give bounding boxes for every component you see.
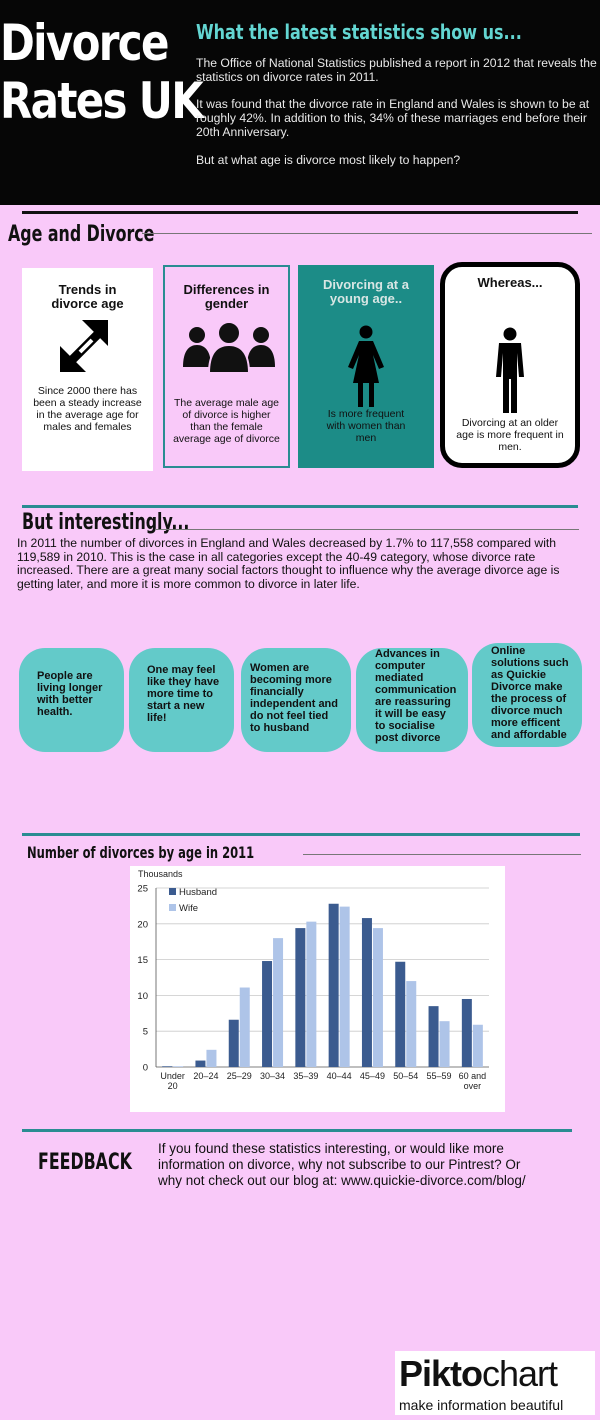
bar-husband bbox=[195, 1060, 206, 1067]
y-tick-label: 0 bbox=[143, 1063, 148, 1074]
logo-tagline: make information beautiful bbox=[399, 1397, 564, 1413]
header-paragraph-2: It was found that the divorce rate in En… bbox=[196, 97, 590, 139]
feedback-label: FEEDBACK bbox=[38, 1150, 132, 1175]
card-trends-text: Since 2000 there has been a steady incre… bbox=[33, 385, 142, 433]
bar-husband bbox=[262, 961, 273, 1067]
bar-wife bbox=[206, 1049, 217, 1067]
man-icon bbox=[496, 327, 524, 413]
y-tick-label: 10 bbox=[137, 991, 148, 1002]
x-tick-label: 35–39 bbox=[293, 1071, 318, 1081]
bar-husband bbox=[228, 1019, 239, 1067]
x-tick-label: 30–34 bbox=[260, 1071, 285, 1081]
bar-wife bbox=[173, 1066, 184, 1067]
chart-section-title: Number of divorces by age in 2011 bbox=[27, 843, 255, 862]
interesting-paragraph: In 2011 the number of divorces in Englan… bbox=[17, 536, 560, 591]
bar-husband bbox=[428, 1006, 439, 1067]
section-divider bbox=[22, 833, 580, 836]
card-trends-title: Trends in divorce age bbox=[51, 282, 124, 311]
x-tick-label: 25–29 bbox=[227, 1071, 252, 1081]
card-young-age-title: Divorcing at a young age.. bbox=[323, 277, 409, 306]
bar-wife bbox=[372, 928, 383, 1067]
bar-husband bbox=[162, 1066, 173, 1067]
legend-swatch-husband bbox=[169, 888, 176, 895]
title-underline bbox=[142, 233, 592, 234]
logo-wordmark-bold: Pikto bbox=[399, 1353, 483, 1394]
legend-label-wife: Wife bbox=[179, 903, 198, 914]
x-tick-label: 60 and over bbox=[459, 1071, 487, 1091]
reason-bubble-5: Online solutions such as Quickie Divorce… bbox=[472, 643, 582, 747]
title-underline bbox=[303, 854, 581, 855]
y-tick-label: 5 bbox=[143, 1027, 148, 1038]
reason-bubble-3: Women are becoming more financially inde… bbox=[241, 648, 351, 752]
section-divider bbox=[22, 211, 578, 214]
bar-wife bbox=[406, 981, 417, 1067]
header-paragraph-1: The Office of National Statistics publis… bbox=[196, 56, 597, 84]
y-tick-label: 15 bbox=[137, 955, 148, 966]
title-line-2: Rates UK bbox=[0, 72, 204, 130]
card-young-age: Divorcing at a young age.. Is more frequ… bbox=[298, 265, 434, 468]
reason-bubble-1: People are living longer with better hea… bbox=[19, 648, 124, 752]
legend-swatch-wife bbox=[169, 904, 176, 911]
page-title: Divorce Rates UK bbox=[0, 14, 204, 130]
x-tick-label: Under 20 bbox=[160, 1071, 185, 1091]
age-section-title: Age and Divorce bbox=[8, 222, 155, 247]
title-underline bbox=[155, 529, 579, 530]
bar-wife bbox=[472, 1024, 483, 1067]
header-banner: Divorce Rates UK What the latest statist… bbox=[0, 0, 600, 205]
bar-husband bbox=[361, 918, 372, 1067]
card-older-age-text: Divorcing at an older age is more freque… bbox=[456, 417, 564, 453]
card-gender-title: Differences in gender bbox=[183, 282, 270, 311]
header-paragraph-3: But at what age is divorce most likely t… bbox=[196, 153, 461, 167]
header-subtitle: What the latest statistics show us... bbox=[196, 20, 522, 44]
bar-husband bbox=[295, 928, 306, 1067]
card-trends: Trends in divorce age Since 2000 there h… bbox=[22, 268, 153, 471]
x-tick-label: 50–54 bbox=[393, 1071, 418, 1081]
card-young-age-text: Is more frequent with women than men bbox=[326, 408, 406, 444]
card-older-age: Whereas... Divorcing at an older age is … bbox=[440, 262, 580, 468]
section-divider bbox=[22, 1129, 572, 1132]
interesting-section-title: But interestingly... bbox=[22, 510, 190, 535]
reason-bubble-2: One may feel like they have more time to… bbox=[129, 648, 234, 752]
card-gender-text: The average male age of divorce is highe… bbox=[173, 397, 280, 445]
bar-husband bbox=[461, 998, 472, 1067]
bar-chart: Thousands 0 5 10 15 20 25 Under 20 20–24 25–29 30–3… bbox=[130, 866, 505, 1112]
legend-label-husband: Husband bbox=[179, 887, 217, 898]
x-tick-label: 20–24 bbox=[193, 1071, 218, 1081]
logo-wordmark: Piktochart bbox=[399, 1353, 558, 1395]
bar-husband bbox=[328, 903, 339, 1067]
y-tick-label: 25 bbox=[137, 884, 148, 895]
card-gender: Differences in gender The average male a… bbox=[163, 265, 290, 468]
bar-wife bbox=[306, 921, 317, 1067]
bar-wife bbox=[239, 987, 250, 1067]
logo-wordmark-regular: chart bbox=[482, 1353, 558, 1394]
x-tick-label: 55–59 bbox=[427, 1071, 452, 1081]
bar-wife bbox=[439, 1021, 450, 1067]
piktochart-logo[interactable]: Piktochart make information beautiful bbox=[395, 1351, 595, 1415]
y-tick-label: 20 bbox=[137, 919, 148, 930]
woman-icon bbox=[348, 325, 384, 407]
y-axis-label: Thousands bbox=[138, 869, 183, 879]
reason-bubble-4: Advances in computer mediated communicat… bbox=[356, 648, 468, 752]
feedback-text: If you found these statistics interestin… bbox=[158, 1141, 526, 1188]
people-group-icon bbox=[183, 321, 275, 373]
bar-wife bbox=[273, 938, 284, 1067]
x-tick-label: 40–44 bbox=[327, 1071, 352, 1081]
card-older-age-title: Whereas... bbox=[477, 275, 543, 290]
bar-husband bbox=[395, 961, 406, 1067]
title-line-1: Divorce bbox=[0, 14, 170, 72]
section-divider bbox=[22, 505, 578, 508]
expand-arrows-icon bbox=[60, 320, 108, 372]
bar-wife bbox=[339, 906, 350, 1067]
x-tick-label: 45–49 bbox=[360, 1071, 385, 1081]
bar-chart-svg: Thousands 0 5 10 15 20 25 Under 20 20–24 25–29 30–3… bbox=[137, 869, 489, 1091]
